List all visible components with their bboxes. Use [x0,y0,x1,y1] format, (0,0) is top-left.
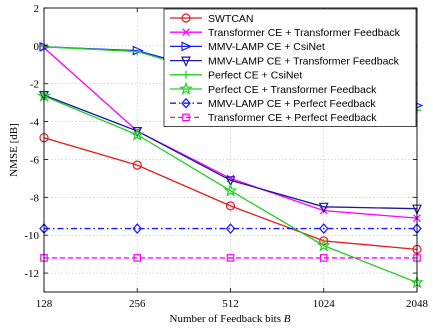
legend-entry: MMV-LAMP CE + Transformer Feedback [170,55,400,67]
legend-entry: Transformer CE + Perfect Feedback [170,112,377,124]
legend-marker [181,41,193,52]
legend-label: Transformer CE + Transformer Feedback [208,27,401,39]
data-point-marker [226,254,235,262]
data-point-marker [133,254,142,262]
data-point-marker [132,160,142,170]
legend-marker [181,56,191,68]
series-line [43,94,418,210]
legend-marker [182,28,190,37]
legend-entry: MMV-LAMP CE + CsiNet [170,41,325,53]
legend-entry: SWTCAN [170,13,254,25]
data-point-marker [225,223,236,234]
data-point-marker [225,176,236,187]
y-tick-label: -12 [24,268,39,280]
data-point-marker [223,183,238,197]
y-tick-label: -4 [30,117,40,129]
data-point-marker [225,201,236,211]
data-point-marker [133,47,142,56]
y-axis-label: NMSE [dB] [8,123,20,176]
data-point-marker [132,223,143,234]
y-tick-label: 0 [34,41,40,53]
data-point-marker [132,126,143,138]
legend-label: Transformer CE + Perfect Feedback [208,112,377,124]
legend-marker [179,81,193,95]
legend-label: SWTCAN [208,13,254,25]
x-axis-label: Number of Feedback bits B [170,313,291,325]
legend-entry: Perfect CE + Transformer Feedback [170,81,377,96]
x-tick-label: 1024 [313,298,336,310]
data-point-marker [316,238,331,252]
tick-group: 2 0 -2 -4 -6 -8 -10 -12 128 256 512 1024 2048 [24,3,428,310]
legend-entry: Transformer CE + Transformer Feedback [170,27,401,39]
legend-box [163,8,417,127]
x-tick-label: 256 [129,298,146,310]
legend-entry: MMV-LAMP CE + Perfect Feedback [170,97,376,110]
x-tick-label: 2048 [406,298,429,310]
legend-label: MMV-LAMP CE + Perfect Feedback [208,98,376,110]
y-tick-label: -10 [24,230,39,242]
series-line [43,95,418,284]
legend-label: MMV-LAMP CE + Transformer Feedback [208,55,400,67]
legend-marker [182,113,190,122]
legend-marker [181,97,191,109]
x-tick-label: 128 [36,298,53,310]
data-point-marker [319,254,328,262]
series-6 [37,88,424,289]
data-point-marker [130,127,145,141]
legend-label: Perfect CE + Transformer Feedback [208,84,377,96]
data-point-marker [318,202,329,214]
y-tick-label: -8 [30,192,40,204]
legend-label: MMV-LAMP CE + CsiNet [208,41,325,53]
legend: SWTCAN Transformer CE + Transformer Feedb… [163,8,417,127]
legend-marker [181,13,191,23]
y-tick-label: -2 [30,79,39,91]
legend-entry: Perfect CE + CsiNet [170,70,302,82]
y-tick-label: -6 [30,154,40,166]
legend-label: Perfect CE + CsiNet [208,70,302,82]
x-tick-label: 512 [222,298,239,310]
data-point-marker [318,223,329,234]
legend-marker [182,70,190,79]
series-4 [39,90,422,216]
series-line [43,137,418,251]
y-tick-label: 2 [34,3,40,15]
